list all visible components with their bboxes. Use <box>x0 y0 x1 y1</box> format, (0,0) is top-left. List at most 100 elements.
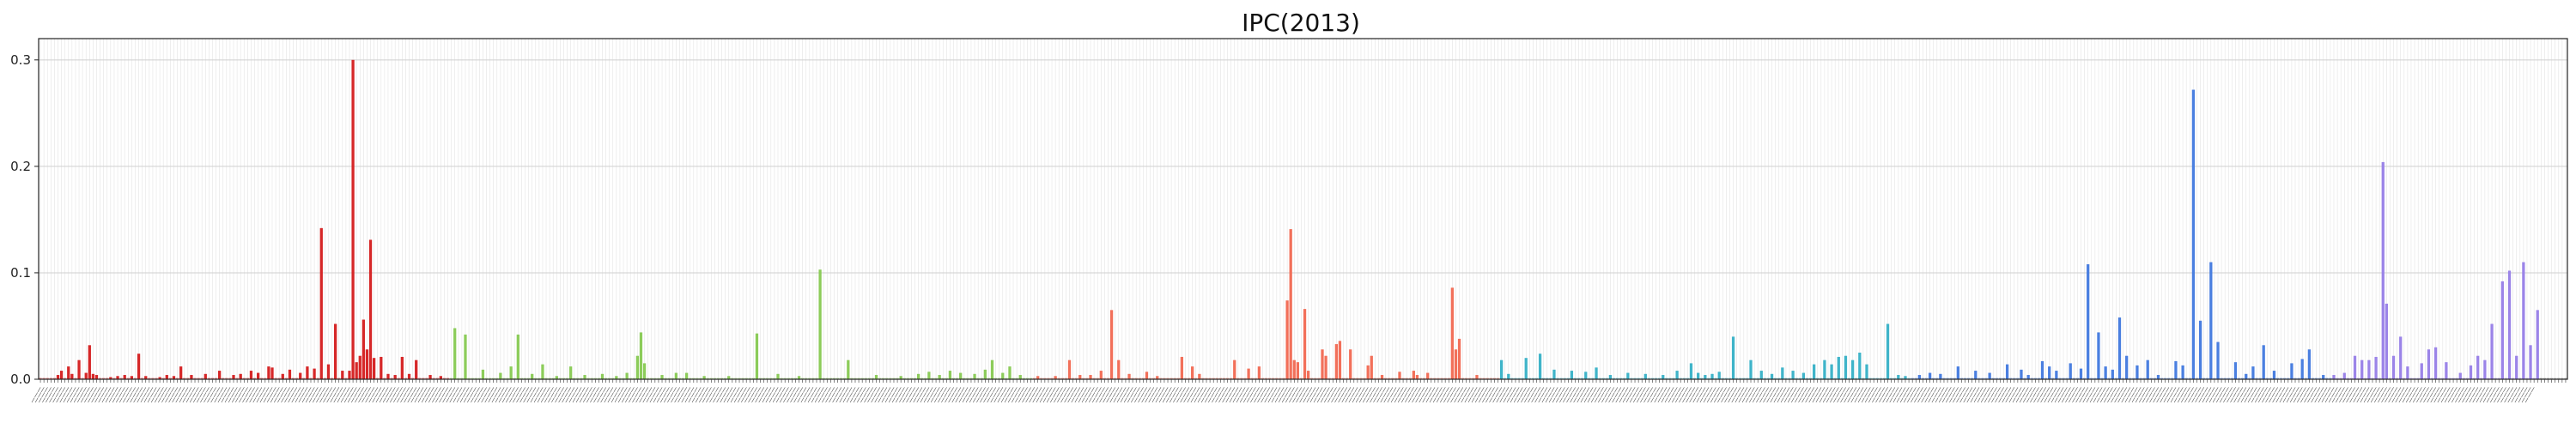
bar-baseline <box>2293 378 2297 379</box>
bar-baseline <box>1528 378 1531 379</box>
bar-baseline <box>1784 378 1788 379</box>
bar-baseline <box>1966 378 1971 379</box>
bar <box>2515 355 2518 379</box>
bar-baseline <box>864 378 867 379</box>
bar-baseline <box>330 378 334 379</box>
bar-baseline <box>74 378 77 379</box>
bar <box>2522 262 2525 379</box>
bar-baseline <box>151 378 155 379</box>
bar-baseline <box>632 378 635 379</box>
bar-baseline <box>1949 378 1953 379</box>
chart-title: IPC(2013) <box>1242 9 1360 37</box>
bar-baseline <box>1341 378 1346 379</box>
bar <box>1850 360 1855 379</box>
bar-baseline <box>724 378 727 379</box>
bar <box>2216 341 2220 379</box>
bar-baseline <box>1047 378 1050 379</box>
bar <box>91 373 95 379</box>
bar <box>439 376 442 379</box>
bar-baseline <box>2044 378 2048 379</box>
bar-baseline <box>1875 378 1879 379</box>
bar-baseline <box>477 378 481 379</box>
bar-baseline <box>1092 378 1096 379</box>
bar-baseline <box>1893 378 1897 379</box>
bar-baseline <box>2557 378 2561 379</box>
bar-baseline <box>1230 378 1233 379</box>
bar <box>1099 371 1103 379</box>
bar-baseline <box>2532 378 2536 379</box>
bar-baseline <box>1855 378 1858 379</box>
bar-baseline <box>741 378 744 379</box>
bar-baseline <box>1798 378 1801 379</box>
bar-baseline <box>1623 378 1626 379</box>
bar-baseline <box>906 378 909 379</box>
bar <box>2233 362 2238 379</box>
bar <box>2290 363 2293 379</box>
bar <box>428 375 432 379</box>
bar-baseline <box>2139 378 2142 379</box>
bar-baseline <box>1124 378 1127 379</box>
bar-baseline <box>1963 378 1967 379</box>
bar <box>916 373 920 379</box>
bar-baseline <box>1345 378 1349 379</box>
bar <box>635 355 640 379</box>
bar <box>341 371 344 379</box>
bar <box>2433 347 2438 379</box>
bar-baseline <box>558 378 562 379</box>
bar <box>1801 372 1806 379</box>
bar <box>1830 364 1833 379</box>
bar-baseline <box>653 378 657 379</box>
bar <box>1338 341 1342 379</box>
bar-baseline <box>1542 378 1546 379</box>
bar-baseline <box>1015 378 1018 379</box>
bar <box>1334 344 1338 379</box>
bar <box>2399 336 2403 379</box>
bar-baseline <box>808 378 811 379</box>
bar-baseline <box>618 378 622 379</box>
bar <box>2483 360 2487 379</box>
bar-baseline <box>1205 378 1208 379</box>
bar <box>2342 372 2346 379</box>
bar-baseline <box>1314 378 1317 379</box>
bar-baseline <box>397 378 400 379</box>
bar-baseline <box>1040 378 1043 379</box>
bar-baseline <box>1356 378 1359 379</box>
bar <box>1823 360 1826 379</box>
bar <box>123 375 126 379</box>
bar-baseline <box>316 378 319 379</box>
bar-baseline <box>2195 378 2199 379</box>
bar-baseline <box>716 378 720 379</box>
bar-baseline <box>214 378 218 379</box>
bar-baseline <box>1763 378 1767 379</box>
bar-baseline <box>2451 378 2455 379</box>
bar-baseline <box>839 378 843 379</box>
bar-baseline <box>2346 378 2349 379</box>
bar-baseline <box>1788 378 1791 379</box>
bar-baseline <box>2280 378 2283 379</box>
bar-baseline <box>1882 378 1886 379</box>
bar-baseline <box>1430 378 1433 379</box>
bar <box>948 371 952 379</box>
bar-baseline <box>442 378 447 379</box>
bar <box>1191 366 1194 379</box>
bar-baseline <box>1692 378 1697 379</box>
bar-baseline <box>709 378 713 379</box>
bar-baseline <box>495 378 499 379</box>
bar <box>1109 310 1114 379</box>
bar <box>1917 375 1921 379</box>
bar <box>70 373 74 379</box>
bar <box>1324 355 1327 379</box>
bar-baseline <box>1820 378 1823 379</box>
bar <box>67 366 70 379</box>
bar-baseline <box>2416 378 2420 379</box>
bar-baseline <box>773 378 776 379</box>
bar-baseline <box>1777 378 1781 379</box>
bar <box>281 373 284 379</box>
bar-baseline <box>112 378 116 379</box>
bar-baseline <box>506 378 509 379</box>
bar-baseline <box>629 378 632 379</box>
y-tick-label: 0.1 <box>10 265 31 281</box>
bar <box>1595 367 1598 379</box>
bar-baseline <box>1889 378 1893 379</box>
bar-baseline <box>1911 378 1914 379</box>
